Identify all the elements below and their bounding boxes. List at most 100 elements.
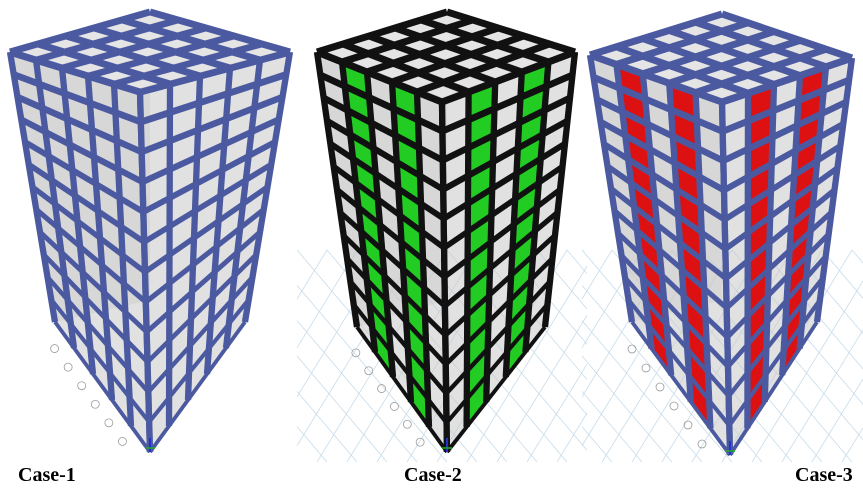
left-face-beam xyxy=(605,163,727,252)
right-face-beam xyxy=(144,207,266,305)
roof-cell xyxy=(706,70,737,80)
roof-cell xyxy=(785,44,815,54)
roof-cell xyxy=(126,79,158,89)
right-face-beam xyxy=(441,71,574,135)
left-face-beam xyxy=(602,141,727,223)
roof-cell xyxy=(430,49,460,60)
right-face-beam xyxy=(443,233,557,338)
roof-cell xyxy=(105,39,137,49)
roof-cell xyxy=(733,26,763,37)
roof-cell xyxy=(428,86,458,98)
right-face-beam xyxy=(443,210,560,309)
right-face-beam xyxy=(723,143,842,223)
left-face-column xyxy=(586,54,636,323)
roof-cell xyxy=(482,49,512,60)
right-face-beam xyxy=(724,210,834,310)
grid-axis-bubble xyxy=(641,363,651,373)
roof-cell xyxy=(457,23,487,33)
roof-cell xyxy=(106,23,138,33)
roof-cell xyxy=(680,78,711,89)
right-face-beam xyxy=(442,141,567,222)
roof-cell xyxy=(733,43,763,54)
left-face-beam xyxy=(616,231,730,340)
left-face-beam xyxy=(609,186,728,281)
grid-axis-bubble xyxy=(118,437,127,446)
roof-cell xyxy=(628,42,658,53)
grid-axis-bubble xyxy=(364,366,374,376)
roof-beam xyxy=(720,10,854,62)
right-face-column xyxy=(184,75,204,401)
right-face-column xyxy=(761,84,778,402)
case-1-building-model xyxy=(6,8,294,454)
roof-cell xyxy=(706,34,737,45)
left-face-beam xyxy=(27,162,146,245)
right-face-beam xyxy=(141,116,281,185)
roof-cell xyxy=(134,15,166,25)
left-face-beam xyxy=(34,207,148,304)
grid-axis-bubble xyxy=(402,419,412,429)
roof-cell xyxy=(133,31,165,41)
right-face-column xyxy=(796,66,830,349)
right-face-column xyxy=(483,81,499,403)
right-face-column xyxy=(813,57,856,323)
grid-axis-bubble xyxy=(627,344,637,354)
roof-cell xyxy=(78,31,109,41)
grid-axis-bubble xyxy=(104,418,114,428)
roof-cell xyxy=(654,51,684,62)
right-face-beam xyxy=(145,230,262,334)
case-1-panel xyxy=(0,0,300,462)
roof-cell xyxy=(707,17,737,28)
roof-beam xyxy=(139,48,291,96)
right-face-column xyxy=(718,101,734,456)
grid-axis-bubble xyxy=(683,420,693,430)
right-face-column xyxy=(522,61,552,353)
roof-cell xyxy=(733,61,763,72)
roof-beam xyxy=(149,8,291,56)
left-face-beam xyxy=(16,94,143,155)
right-face-beam xyxy=(444,256,555,367)
right-face-column xyxy=(165,83,174,427)
grid-axis-bubble xyxy=(390,402,399,411)
right-face-beam xyxy=(441,118,570,193)
left-face-beam xyxy=(30,184,147,275)
roof-cell xyxy=(74,63,105,73)
roof-cell xyxy=(215,55,248,65)
left-face-column xyxy=(363,71,397,378)
left-face-beam xyxy=(595,96,725,164)
roof-cell xyxy=(429,67,459,79)
roof-beam xyxy=(720,54,854,106)
left-face-column xyxy=(58,67,97,375)
right-face-beam xyxy=(140,93,284,156)
roof-cell xyxy=(508,39,538,50)
roof-beam xyxy=(113,40,263,88)
left-face-beam xyxy=(612,208,729,310)
roof-cell xyxy=(185,63,218,73)
case-2-caption: Case-2 xyxy=(404,464,462,486)
roof-cell xyxy=(353,57,382,68)
roof-cell xyxy=(654,34,684,44)
left-face-beam xyxy=(335,187,447,280)
case-3-building-model xyxy=(582,10,863,462)
left-face-column xyxy=(110,83,135,427)
roof-cell xyxy=(785,61,815,72)
grid-axis-bubble xyxy=(655,382,665,392)
roof-cell xyxy=(100,71,132,81)
roof-cell xyxy=(432,15,462,25)
left-face-column xyxy=(413,91,433,428)
left-face-beam xyxy=(23,139,145,215)
roof-cell xyxy=(654,69,684,80)
left-face-beam xyxy=(328,141,446,222)
case-3-caption: Case-3 xyxy=(795,464,853,486)
roof-cell xyxy=(680,26,711,36)
right-face-beam xyxy=(721,99,848,164)
right-face-beam xyxy=(441,94,572,164)
roof-cell xyxy=(48,55,79,65)
grid-axis-bubble xyxy=(50,344,59,353)
roof-cell xyxy=(379,49,409,60)
roof-cell xyxy=(733,79,763,90)
roof-cell xyxy=(158,55,191,65)
roof-cell xyxy=(189,31,222,41)
roof-cell xyxy=(811,53,841,63)
left-face-beam xyxy=(19,116,144,185)
left-face-column xyxy=(338,61,379,353)
